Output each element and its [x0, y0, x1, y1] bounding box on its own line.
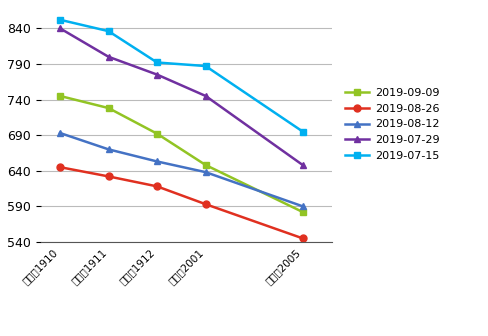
2019-07-15: [57, 18, 63, 22]
2019-08-12: [154, 160, 160, 164]
2019-07-29: [154, 73, 160, 77]
2019-07-15: [300, 130, 305, 134]
2019-07-29: [57, 26, 63, 30]
2019-08-26: [300, 236, 305, 240]
2019-07-15: [203, 64, 208, 68]
2019-09-09: [105, 106, 111, 110]
Line: 2019-08-12: 2019-08-12: [57, 129, 306, 210]
2019-07-29: [300, 163, 305, 167]
Line: 2019-09-09: 2019-09-09: [57, 92, 306, 215]
2019-09-09: [203, 163, 208, 167]
2019-08-12: [300, 204, 305, 208]
2019-07-29: [105, 55, 111, 59]
2019-08-26: [154, 184, 160, 188]
2019-07-15: [154, 60, 160, 65]
Line: 2019-07-29: 2019-07-29: [57, 25, 306, 168]
2019-08-12: [203, 170, 208, 174]
Line: 2019-07-15: 2019-07-15: [57, 16, 306, 135]
2019-08-12: [57, 131, 63, 135]
Legend: 2019-09-09, 2019-08-26, 2019-08-12, 2019-07-29, 2019-07-15: 2019-09-09, 2019-08-26, 2019-08-12, 2019…: [340, 84, 444, 165]
2019-08-26: [203, 202, 208, 206]
2019-08-12: [105, 148, 111, 152]
Line: 2019-08-26: 2019-08-26: [57, 164, 306, 242]
2019-08-26: [105, 174, 111, 178]
2019-09-09: [57, 94, 63, 98]
2019-08-26: [57, 165, 63, 169]
2019-09-09: [300, 210, 305, 214]
2019-09-09: [154, 132, 160, 136]
2019-07-29: [203, 94, 208, 98]
2019-07-15: [105, 29, 111, 33]
